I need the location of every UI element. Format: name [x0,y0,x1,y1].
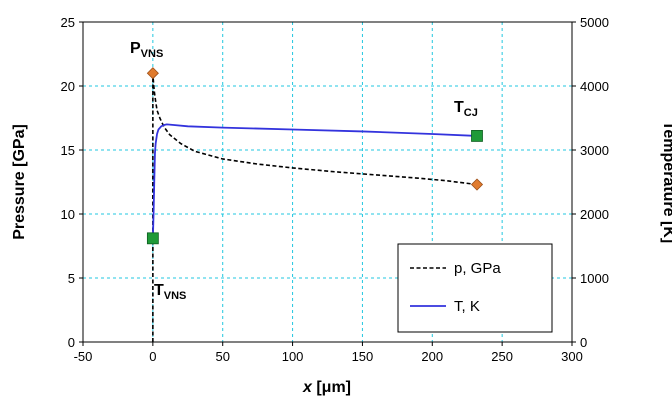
marker-diamond [146,67,159,80]
legend-box [397,243,553,333]
annotation-p-vns: PVNS [130,40,163,60]
y-tick-label: 15 [61,143,75,158]
annotation-t-cj: TCJ [454,99,478,119]
legend-label-p: p, GPa [454,260,501,277]
x-axis-title: x [μm] [302,379,351,396]
y-tick-label: 0 [68,335,75,350]
marker-layer [146,67,484,245]
y2-tick-label: 1000 [580,271,609,286]
annotation-p-vns-sub: VNS [141,48,164,60]
y2-tick-label: 4000 [580,79,609,94]
x-tick-label: 0 [149,349,156,364]
annotation-t-vns-main: T [154,282,164,299]
y-tick-label: 20 [61,79,75,94]
x-axis-title-unit: [μm] [312,379,351,396]
plot-frame [82,21,573,343]
y-axis-ticks: 0 5 10 15 20 25 [61,15,83,350]
series-line-temperature [151,123,478,239]
x-tick-label: 250 [491,349,513,364]
y-tick-label: 25 [61,15,75,30]
x-axis-ticks: -50 0 50 100 150 200 250 300 [74,342,583,364]
annotation-p-vns-main: P [130,40,141,57]
series-layer [151,76,478,342]
series-line-pressure [152,76,478,342]
x-tick-label: 100 [282,349,304,364]
y2-tick-label: 0 [580,335,587,350]
y-tick-label: 10 [61,207,75,222]
marker-diamond [470,178,484,191]
legend-label-t: T, K [454,298,480,315]
x-tick-label: 200 [421,349,443,364]
marker-square [146,232,159,245]
x-tick-label: 150 [352,349,374,364]
annotation-t-cj-main: T [454,99,464,116]
marker-square [471,130,483,142]
annotation-t-vns: TVNS [154,282,186,302]
x-tick-label: 300 [561,349,583,364]
y2-tick-label: 5000 [580,15,609,30]
y2-axis-title: Temperature [K] [660,121,672,243]
x-tick-label: -50 [74,349,93,364]
y-tick-label: 5 [68,271,75,286]
y2-tick-label: 2000 [580,207,609,222]
legend: p, GPa T, K [397,243,553,333]
x-tick-label: 50 [215,349,229,364]
y-axis-title: Pressure [GPa] [11,124,28,240]
annotation-t-vns-sub: VNS [164,290,187,302]
y2-tick-label: 3000 [580,143,609,158]
x-axis-title-italic: x [302,379,313,396]
annotation-t-cj-sub: CJ [464,107,478,119]
y2-axis-ticks: 0 1000 2000 3000 4000 5000 [572,15,609,350]
